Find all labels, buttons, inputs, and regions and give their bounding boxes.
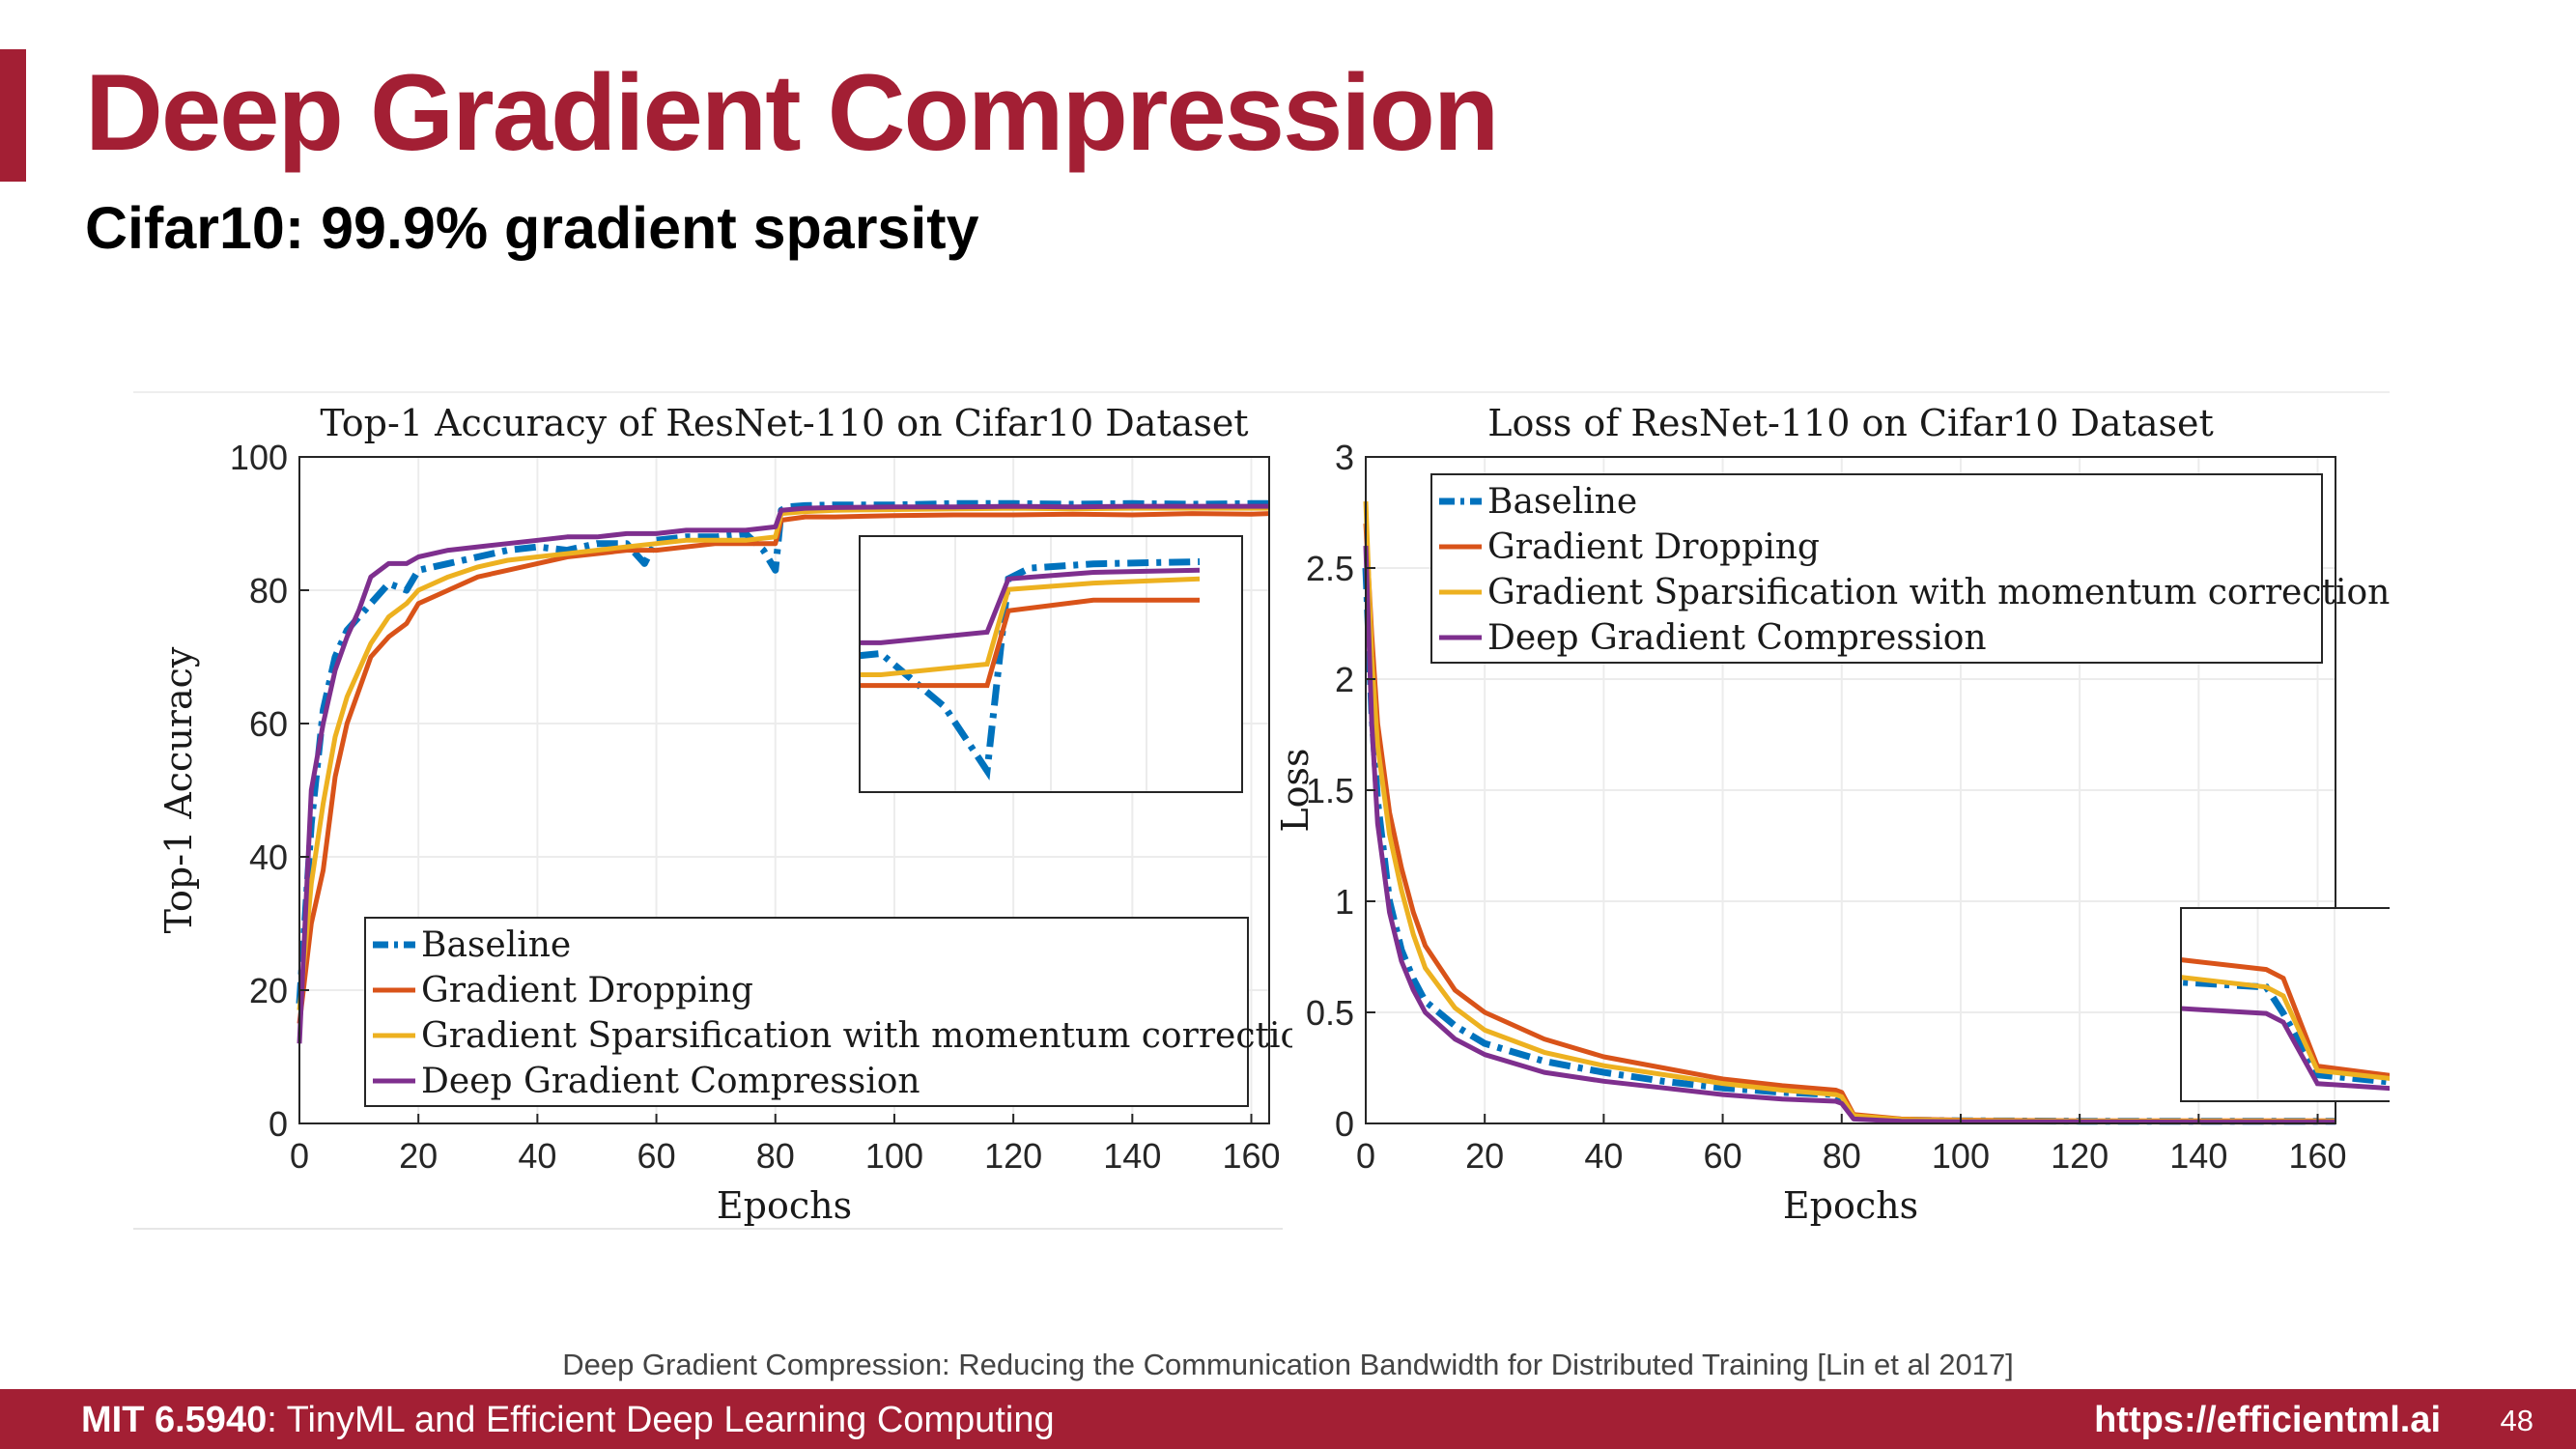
inset-zoom [859, 535, 1243, 793]
x-tick-label: 0 [1356, 1136, 1375, 1176]
y-tick-label: 60 [249, 704, 288, 744]
legend: Baseline Gradient Dropping Gradient Sparsi… [1430, 473, 2390, 664]
inset-line-baseline [860, 558, 1201, 781]
series-line-baseline [296, 499, 1269, 1005]
x-axis-label: Epochs [1783, 1184, 1918, 1227]
inset-line-gradient-dropping [2181, 957, 2390, 1078]
legend-label-gradient-dropping: Gradient Dropping [1487, 527, 1820, 567]
inset-line-baseline [2181, 979, 2390, 1086]
inset-line-gradient-sparsification-with-momentum-correction [2181, 975, 2390, 1081]
y-axis-label: Loss [1274, 748, 1316, 832]
x-tick-label: 100 [865, 1136, 923, 1176]
x-tick-label: 120 [2051, 1136, 2109, 1176]
title-accent-bar [0, 49, 26, 182]
footer-course: MIT 6.5940: TinyML and Efficient Deep Le… [81, 1399, 1055, 1441]
chart-title: Loss of ResNet-110 on Cifar10 Dataset [1487, 402, 2214, 444]
citation: Deep Gradient Compression: Reducing the … [562, 1348, 2014, 1381]
x-tick-label: 100 [1932, 1136, 1990, 1176]
footer-bar: MIT 6.5940: TinyML and Efficient Deep Le… [0, 1389, 2576, 1449]
legend-box [364, 917, 1249, 1107]
legend-label-gradient-dropping: Gradient Dropping [421, 971, 753, 1010]
y-tick-label: 40 [249, 838, 288, 877]
x-tick-label: 20 [399, 1136, 438, 1176]
y-tick-label: 3 [1335, 438, 1354, 477]
x-ticks: 0 20 40 60 80 100 120 140 160 [290, 1114, 1281, 1176]
y-tick-label: 0.5 [1306, 993, 1354, 1033]
x-tick-label: 0 [290, 1136, 309, 1176]
series-line-gradient-dropping [297, 511, 1270, 1024]
legend-label-deep-gradient-compression: Deep Gradient Compression [1487, 618, 1987, 658]
plot-frame [298, 456, 1270, 1124]
legend-label-baseline: Baseline [1487, 482, 1637, 522]
y-tick-label: 1.5 [1306, 771, 1354, 810]
loss-chart: 0 20 40 60 80 100 120 140 160 0 0.5 1 1.5 2 2.5 3 Loss o… [1274, 402, 2390, 1227]
x-tick-label: 60 [637, 1136, 676, 1176]
y-tick-label: 100 [230, 438, 288, 477]
x-tick-label: 140 [2169, 1136, 2227, 1176]
accuracy-chart: 0 20 40 60 80 100 120 140 160 0 20 40 60 80 100 Top-1 A… [157, 402, 1292, 1227]
legend: Baseline Gradient Dropping Gradient Sparsi… [364, 917, 1292, 1107]
y-ticks: 0 0.5 1 1.5 2 2.5 3 [1306, 438, 1375, 1144]
y-tick-label: 0 [269, 1104, 288, 1144]
legend-label-gradient-sparsification-with-momentum-correction: Gradient Sparsification with momentum co… [1487, 573, 2390, 612]
inset-line-gradient-sparsification-with-momentum-correction [860, 576, 1201, 677]
inset-line-gradient-dropping [860, 597, 1200, 689]
figure-bottom-rule [133, 1228, 1283, 1230]
legend-label-deep-gradient-compression: Deep Gradient Compression [421, 1062, 920, 1101]
page-number: 48 [2500, 1404, 2534, 1437]
inset-zoom [2180, 907, 2390, 1102]
x-tick-label: 40 [1584, 1136, 1623, 1176]
legend-box [1430, 473, 2323, 664]
x-ticks: 0 20 40 60 80 100 120 140 160 [1356, 1114, 2347, 1176]
figure-top-rule [133, 391, 2390, 393]
footer-course-name: : TinyML and Efficient Deep Learning Com… [267, 1400, 1055, 1440]
legend-label-gradient-sparsification-with-momentum-correction: Gradient Sparsification with momentum co… [421, 1016, 1292, 1056]
x-tick-label: 160 [1222, 1136, 1280, 1176]
x-tick-label: 40 [518, 1136, 556, 1176]
x-tick-label: 120 [984, 1136, 1042, 1176]
inset-border [859, 535, 1243, 793]
figure-frame: 0 20 40 60 80 100 120 140 160 0 20 40 60 80 100 Top-1 A… [133, 391, 2390, 1230]
x-tick-label: 160 [2288, 1136, 2346, 1176]
footer-course-code: MIT 6.5940 [81, 1400, 268, 1440]
y-axis-label: Top-1 Accuracy [157, 646, 200, 933]
slide-subtitle: Cifar10: 99.9% gradient sparsity [85, 195, 979, 261]
inset-line-deep-gradient-compression [860, 567, 1201, 645]
x-tick-label: 80 [1823, 1136, 1861, 1176]
y-tick-label: 80 [249, 571, 288, 611]
y-tick-label: 2.5 [1306, 549, 1354, 588]
series-line-deep-gradient-compression [1363, 545, 2335, 1125]
inset-border [2180, 907, 2390, 1102]
footer-url[interactable]: https://efficientml.ai [2094, 1400, 2441, 1440]
y-tick-label: 2 [1335, 660, 1354, 699]
y-tick-label: 1 [1335, 882, 1354, 922]
x-axis-label: Epochs [717, 1184, 852, 1227]
chart-title: Top-1 Accuracy of ResNet-110 on Cifar10 … [320, 402, 1248, 444]
legend-label-baseline: Baseline [421, 925, 571, 965]
x-tick-label: 140 [1103, 1136, 1161, 1176]
inset-line-deep-gradient-compression [2181, 1006, 2390, 1092]
x-tick-label: 60 [1704, 1136, 1742, 1176]
series-line-deep-gradient-compression [297, 503, 1269, 1044]
y-tick-label: 20 [249, 971, 288, 1010]
x-tick-label: 80 [756, 1136, 795, 1176]
y-ticks: 0 20 40 60 80 100 [230, 438, 309, 1144]
y-tick-label: 0 [1335, 1104, 1354, 1144]
slide-title: Deep Gradient Compression [85, 52, 1499, 173]
x-tick-label: 20 [1465, 1136, 1504, 1176]
